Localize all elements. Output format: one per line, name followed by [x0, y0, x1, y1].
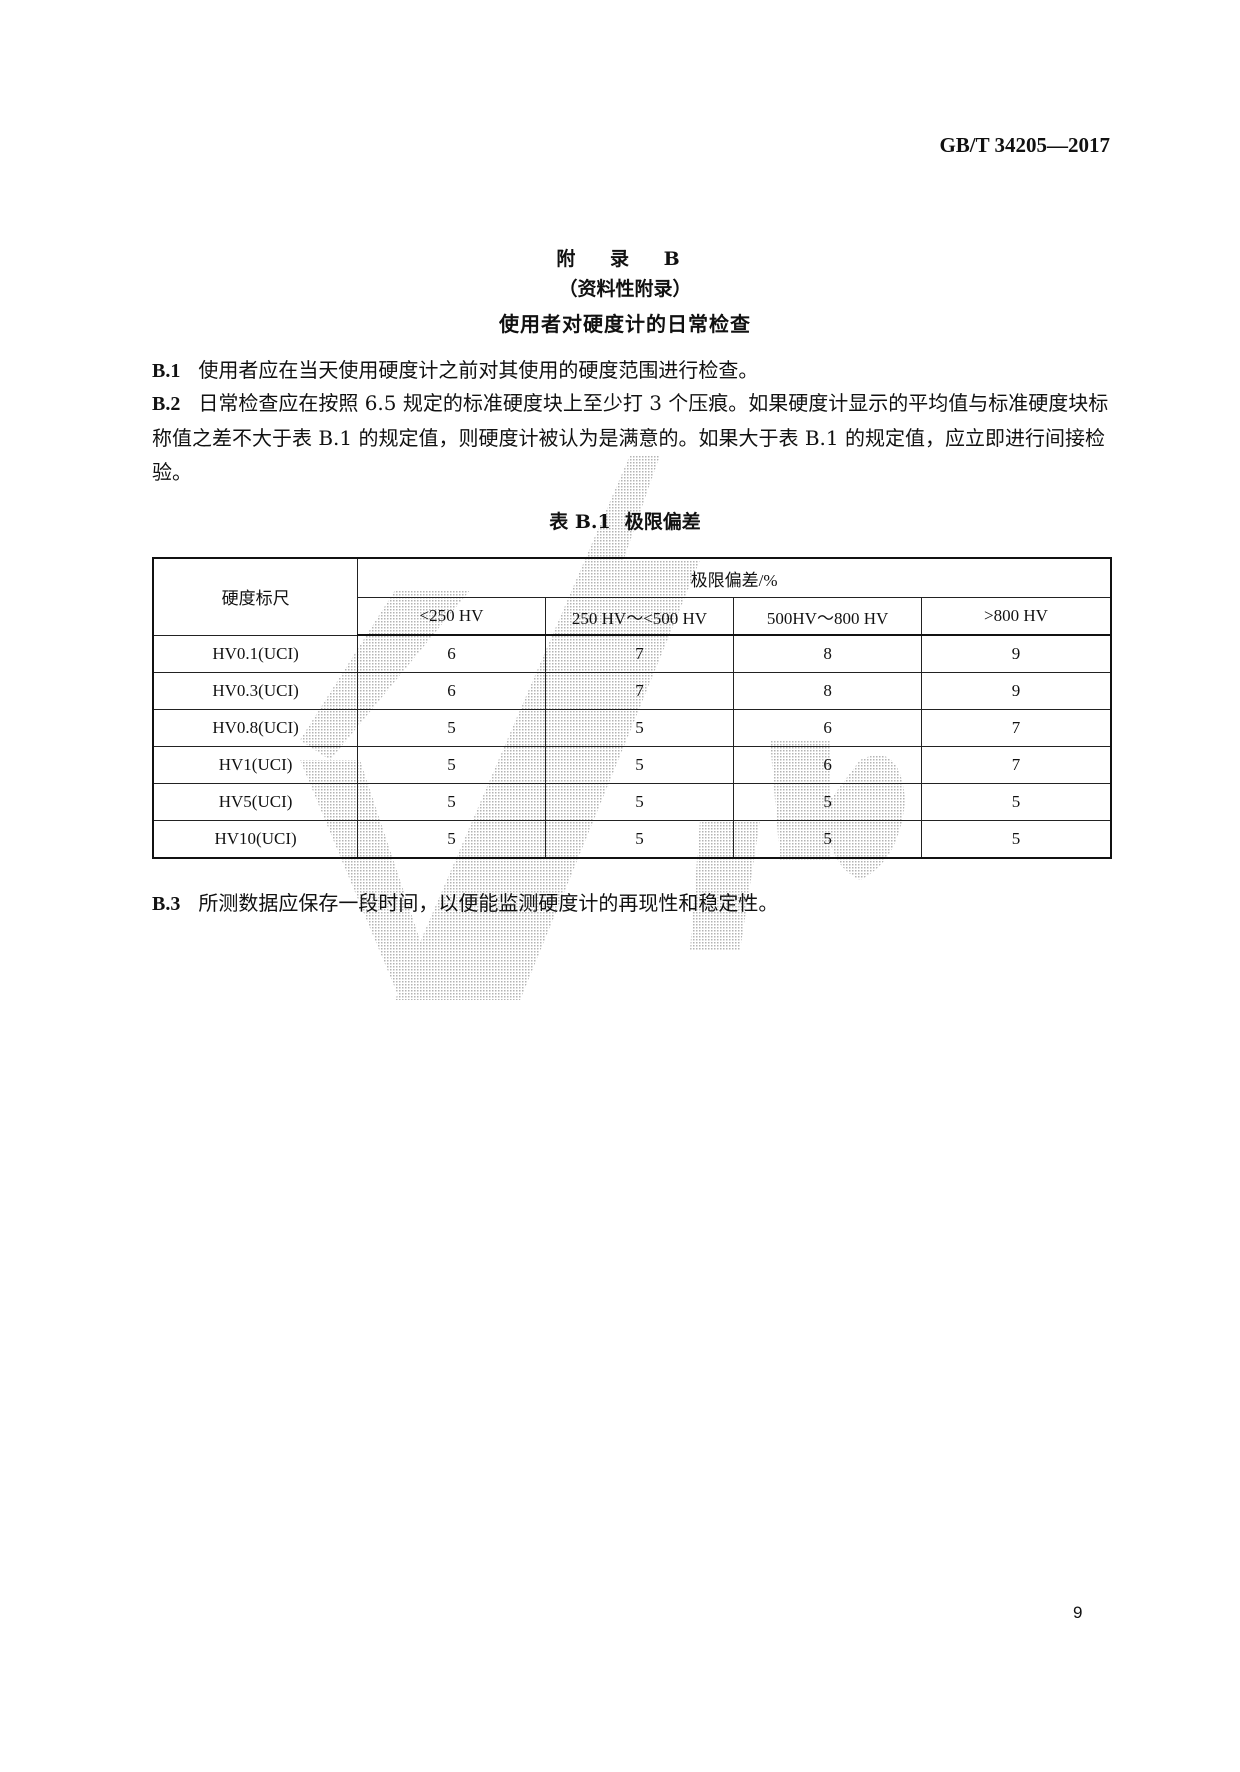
table-caption-title: 极限偏差 — [624, 511, 701, 533]
value-cell: 5 — [544, 820, 735, 859]
clause-text: 使用者应在当天使用硬度计之前对其使用的硬度范围进行检查。 — [198, 358, 759, 382]
value-cell: 9 — [920, 672, 1112, 710]
group-header-cell: 极限偏差/% — [357, 557, 1112, 598]
value-cell: 5 — [733, 820, 922, 859]
value-cell: 6 — [733, 746, 922, 784]
table-row: HV0.1(UCI) 6 7 8 9 — [152, 634, 1112, 673]
table-row: HV1(UCI) 5 5 6 7 — [152, 746, 1112, 784]
value-cell: 8 — [733, 634, 922, 673]
table-caption: 表 B.1 极限偏差 — [0, 507, 1240, 534]
value-cell: 5 — [544, 783, 735, 821]
clause-number: B.2 — [152, 393, 181, 415]
clause-number: B.3 — [152, 893, 181, 915]
value-cell: 5 — [733, 783, 922, 821]
table-caption-label: 表 B.1 — [549, 511, 611, 533]
value-cell: 7 — [544, 672, 735, 710]
clause-text: 所测数据应保存一段时间，以便能监测硬度计的再现性和稳定性。 — [198, 891, 779, 915]
column-header: >800 HV — [920, 597, 1112, 636]
appendix-title: 使用者对硬度计的日常检查 — [499, 312, 751, 336]
row-header-cell: 硬度标尺 — [152, 557, 359, 636]
value-cell: 5 — [544, 709, 735, 747]
value-cell: 5 — [920, 783, 1112, 821]
clause-text: 日常检查应在按照 6.5 规定的标准硬度块上至少打 3 个压痕。如果硬度计显示的… — [152, 391, 1109, 484]
table-row: HV0.8(UCI) 5 5 6 7 — [152, 709, 1112, 747]
table-row: HV10(UCI) 5 5 5 5 — [152, 820, 1112, 859]
value-cell: 7 — [920, 746, 1112, 784]
table-row: HV5(UCI) 5 5 5 5 — [152, 783, 1112, 821]
page-number: 9 — [1073, 1603, 1083, 1622]
value-cell: 5 — [357, 709, 546, 747]
clause-number: B.1 — [152, 360, 181, 382]
value-cell: 5 — [357, 783, 546, 821]
value-cell: 6 — [357, 634, 546, 673]
scale-cell: HV0.3(UCI) — [152, 672, 359, 710]
appendix-type: （资料性附录） — [558, 278, 692, 300]
value-cell: 6 — [357, 672, 546, 710]
value-cell: 8 — [733, 672, 922, 710]
clause-b3: B.3 所测数据应保存一段时间，以便能监测硬度计的再现性和稳定性。 — [152, 886, 1112, 921]
column-header: 250 HV～<500 HV — [544, 597, 735, 636]
tolerance-table: 硬度标尺 极限偏差/% <250 HV 250 HV～<500 HV 500HV… — [152, 557, 1112, 859]
scale-cell: HV1(UCI) — [152, 746, 359, 784]
value-cell: 9 — [920, 634, 1112, 673]
table-body: HV0.1(UCI) 6 7 8 9 HV0.3(UCI) 6 7 8 9 HV0.8(UCI) 5 5… — [152, 634, 1112, 859]
column-header: 500HV～800 HV — [733, 597, 922, 636]
scale-cell: HV5(UCI) — [152, 783, 359, 821]
value-cell: 5 — [357, 746, 546, 784]
value-cell: 5 — [357, 820, 546, 859]
value-cell: 7 — [920, 709, 1112, 747]
value-cell: 6 — [733, 709, 922, 747]
document-code: GB/T 34205—2017 — [939, 133, 1110, 157]
scale-cell: HV10(UCI) — [152, 820, 359, 859]
scale-cell: HV0.1(UCI) — [152, 634, 359, 673]
clause-b1: B.1 使用者应在当天使用硬度计之前对其使用的硬度范围进行检查。 — [152, 353, 1112, 388]
column-header: <250 HV — [357, 597, 546, 636]
value-cell: 5 — [920, 820, 1112, 859]
value-cell: 5 — [544, 746, 735, 784]
appendix-label: 附 录 B — [556, 248, 694, 270]
table-row: HV0.3(UCI) 6 7 8 9 — [152, 672, 1112, 710]
value-cell: 7 — [544, 634, 735, 673]
clause-b2: B.2 日常检查应在按照 6.5 规定的标准硬度块上至少打 3 个压痕。如果硬度计… — [152, 386, 1112, 489]
scale-cell: HV0.8(UCI) — [152, 709, 359, 747]
